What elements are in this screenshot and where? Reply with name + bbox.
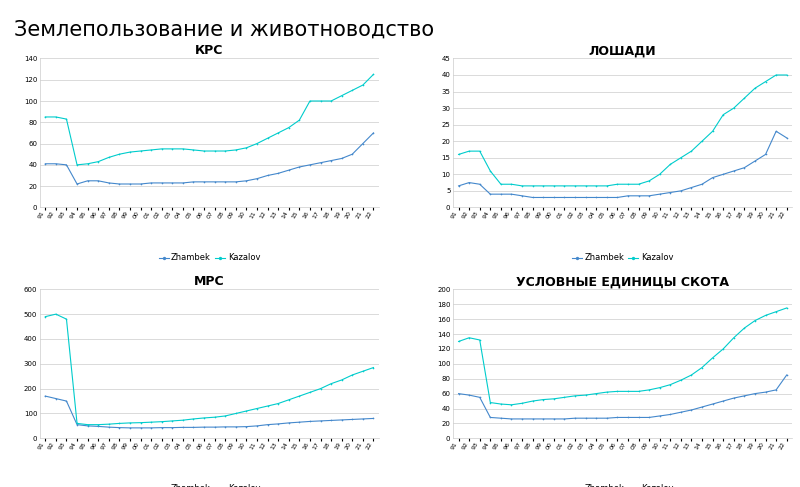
Legend: Zhambek, Kazalov: Zhambek, Kazalov bbox=[155, 481, 263, 487]
Legend: Zhambek, Kazalov: Zhambek, Kazalov bbox=[569, 250, 677, 266]
Title: ЛОШАДИ: ЛОШАДИ bbox=[589, 44, 657, 57]
Text: Землепользование и животноводство: Землепользование и животноводство bbox=[14, 19, 434, 39]
Title: КРС: КРС bbox=[195, 44, 223, 57]
Legend: Zhambek, Kazalov: Zhambek, Kazalov bbox=[155, 250, 263, 266]
Title: МРС: МРС bbox=[194, 275, 225, 288]
Legend: Zhambek, Kazalov: Zhambek, Kazalov bbox=[569, 481, 677, 487]
Title: УСЛОВНЫЕ ЕДИНИЦЫ СКОТА: УСЛОВНЫЕ ЕДИНИЦЫ СКОТА bbox=[516, 275, 729, 288]
